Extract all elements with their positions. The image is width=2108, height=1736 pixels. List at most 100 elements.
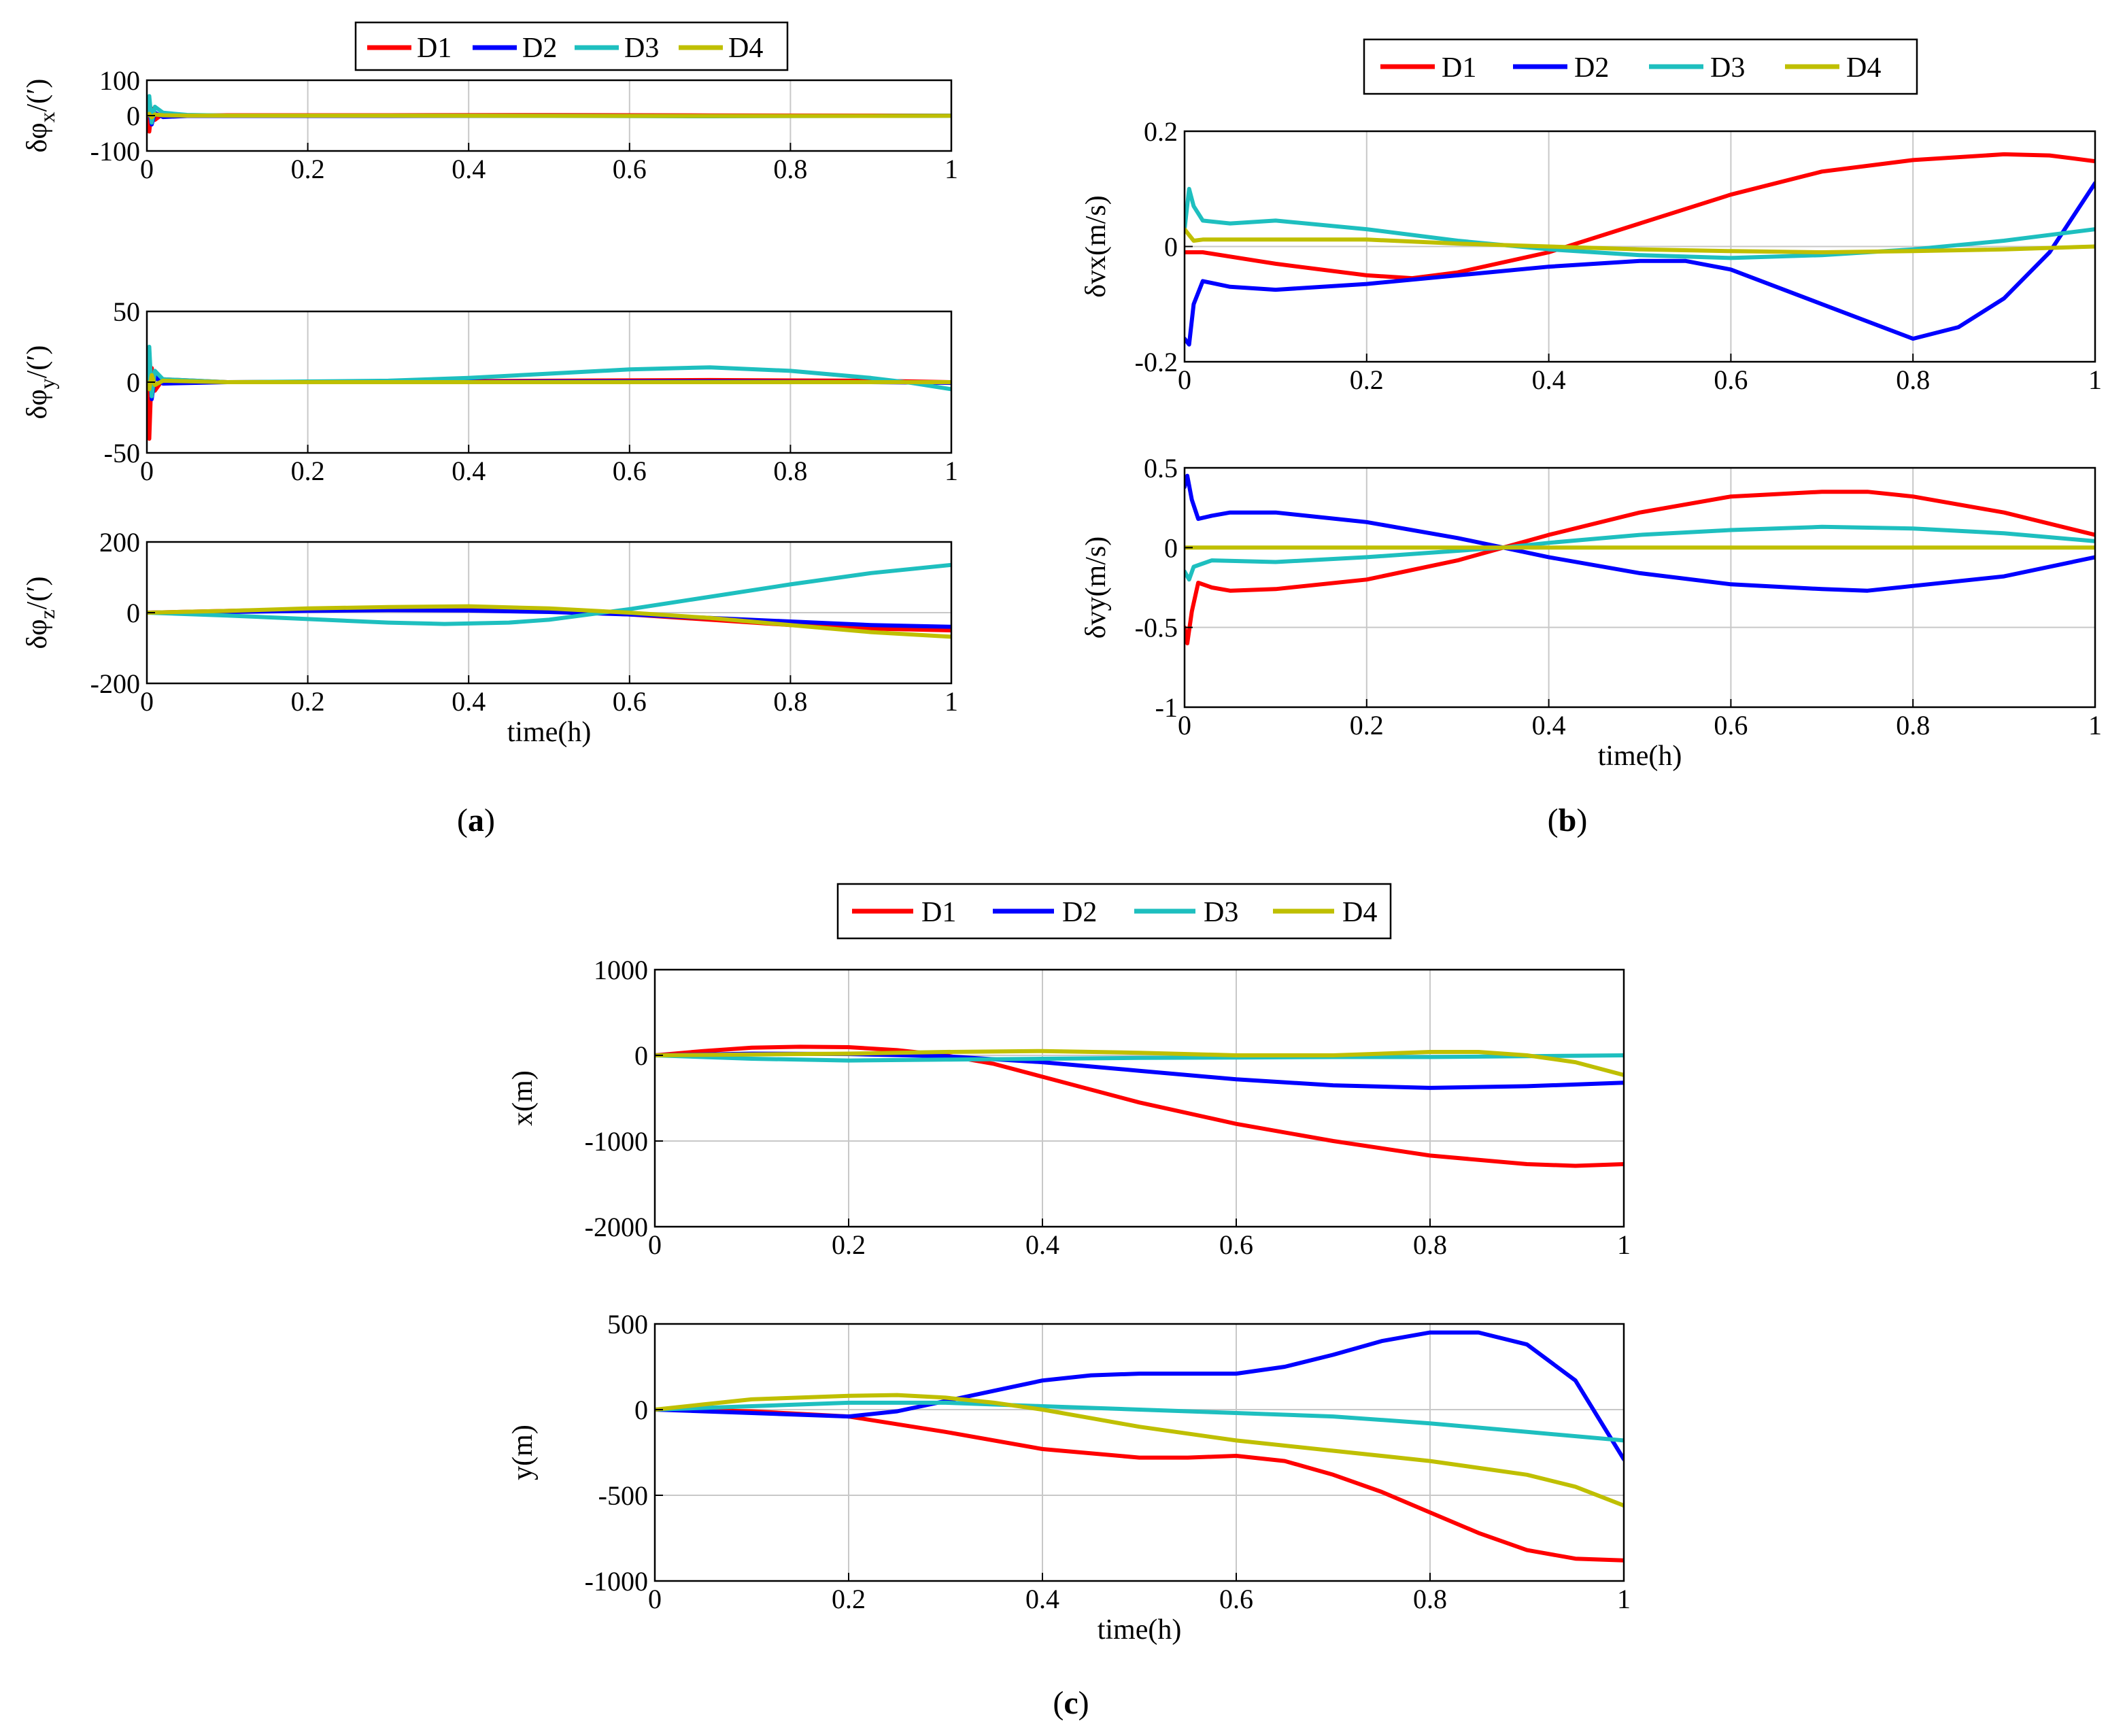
a2-xtick-label-4: 0.8 <box>773 456 807 486</box>
a2-xtick-label-5: 1 <box>945 456 958 486</box>
a1-ylabel: δφx/(′) <box>22 79 59 153</box>
b2-xtick-label-0: 0 <box>1178 710 1191 741</box>
a2-series-group <box>147 345 951 441</box>
c1-xtick-label-4: 0.8 <box>1413 1229 1447 1260</box>
a3-xtick-label-1: 0.2 <box>291 686 325 717</box>
b2-ytick-label-2: 0 <box>1164 532 1178 563</box>
b1-ytick-label-2: 0.2 <box>1144 116 1178 147</box>
c1-xtick-label-2: 0.4 <box>1025 1229 1059 1260</box>
a3-ytick-label-1: 0 <box>126 598 140 628</box>
caption-a: (a) <box>457 802 495 838</box>
a2-xtick-label-2: 0.4 <box>452 456 486 486</box>
a3-xtick-label-4: 0.8 <box>773 686 807 717</box>
legend-a-label-d4: D4 <box>728 33 763 64</box>
a2-series-d4 <box>147 373 951 392</box>
c1-xtick-label-1: 0.2 <box>832 1229 866 1260</box>
a1-xtick-label-3: 0.6 <box>613 154 647 184</box>
b1-xtick-label-5: 1 <box>2088 364 2102 395</box>
a3-series-group <box>147 562 951 639</box>
b1-ytick-label-1: 0 <box>1164 232 1178 262</box>
a1-xtick-label-5: 1 <box>945 154 958 184</box>
a3-series-d4 <box>147 604 951 639</box>
legend-a-label-d3: D3 <box>624 33 659 64</box>
a3-xlabel: time(h) <box>507 717 592 748</box>
legend-a: D1 D2 D3 D4 <box>354 21 789 71</box>
b1-xtick-label-4: 0.8 <box>1896 364 1930 395</box>
legend-b-label-d4: D4 <box>1846 52 1881 84</box>
c2-series-d4 <box>655 1393 1624 1508</box>
a2-xtick-label-3: 0.6 <box>613 456 647 486</box>
caption-c: (c) <box>1053 1685 1089 1721</box>
c2-ylabel: y(m) <box>507 1425 539 1480</box>
c2-xtick-label-4: 0.8 <box>1413 1584 1447 1614</box>
c2-xtick-label-5: 1 <box>1617 1584 1631 1614</box>
b1-series-d4 <box>1185 227 2095 254</box>
a1-ytick-label-1: 0 <box>126 101 140 131</box>
b1-xtick-label-3: 0.6 <box>1714 364 1748 395</box>
b1-xtick-label-1: 0.2 <box>1350 364 1384 395</box>
b2-ytick-label-3: 0.5 <box>1144 453 1178 483</box>
legend-b-label-d3: D3 <box>1710 52 1745 84</box>
legend-c-label-d1: D1 <box>921 897 956 928</box>
c1-series-d3 <box>655 1053 1624 1063</box>
c1-xtick-label-0: 0 <box>648 1229 662 1260</box>
c1-axes-frame <box>653 968 1625 1228</box>
a3-xtick-label-5: 1 <box>945 686 958 717</box>
a3-xtick-label-0: 0 <box>140 686 154 717</box>
a2-ytick-label-1: 0 <box>126 367 140 398</box>
a3-ytick-label-2: 200 <box>99 527 140 558</box>
c2-xtick-label-1: 0.2 <box>832 1584 866 1614</box>
b2-xtick-label-4: 0.8 <box>1896 710 1930 741</box>
c1-ytick-label-0: -2000 <box>585 1212 648 1242</box>
c2-axes-frame <box>653 1323 1625 1582</box>
c1-ylabel: x(m) <box>507 1070 539 1126</box>
a3-xtick-label-2: 0.4 <box>452 686 486 717</box>
b1-ytick-label-0: -0.2 <box>1135 347 1178 377</box>
a1-xtick-label-1: 0.2 <box>291 154 325 184</box>
a1-xtick-label-4: 0.8 <box>773 154 807 184</box>
b1-xtick-label-2: 0.4 <box>1532 364 1566 395</box>
c1-xtick-label-5: 1 <box>1617 1229 1631 1260</box>
a3-series-d3 <box>147 562 951 626</box>
c2-series-group <box>655 1330 1624 1563</box>
a2-ytick-label-0: -50 <box>104 438 140 469</box>
a1-xtick-label-0: 0 <box>140 154 154 184</box>
axes-b2-delta-vy: 0 0.2 0.4 0.6 0.8 1 -1 -0.5 0 0.5 δvy(m/s) time(h) <box>1081 453 2102 772</box>
b1-series-group <box>1185 152 2095 347</box>
c1-plot-area <box>655 970 1624 1227</box>
a1-xtick-label-2: 0.4 <box>452 154 486 184</box>
b1-series-d2 <box>1185 181 2095 347</box>
legend-b-label-d1: D1 <box>1442 52 1476 84</box>
c2-series-d3 <box>655 1400 1624 1443</box>
b2-ytick-label-1: -0.5 <box>1135 613 1178 643</box>
a1-ytick-label-2: 100 <box>99 65 140 96</box>
c2-plot-area <box>655 1324 1624 1581</box>
c1-series-d1 <box>655 1044 1624 1168</box>
c2-xtick-label-3: 0.6 <box>1219 1584 1253 1614</box>
c2-ytick-label-2: 0 <box>634 1395 648 1425</box>
c2-ytick-label-1: -500 <box>598 1480 648 1511</box>
a3-ylabel: δφz/(′) <box>22 576 59 649</box>
a2-ytick-label-2: 50 <box>113 296 140 327</box>
c1-ytick-label-3: 1000 <box>594 955 648 985</box>
c1-ytick-label-2: 0 <box>634 1040 648 1071</box>
b2-ylabel: δvy(m/s) <box>1081 537 1112 639</box>
legend-c-label-d2: D2 <box>1062 897 1097 928</box>
b2-axes-frame <box>1183 466 2096 709</box>
a2-xtick-label-0: 0 <box>140 456 154 486</box>
b2-xlabel: time(h) <box>1598 741 1682 772</box>
b2-xtick-label-3: 0.6 <box>1714 710 1748 741</box>
b2-plot-area <box>1185 468 2095 707</box>
c2-ytick-label-0: -1000 <box>585 1566 648 1597</box>
c1-series-d4 <box>655 1049 1624 1077</box>
b2-ytick-label-0: -1 <box>1155 692 1178 723</box>
a3-xtick-label-3: 0.6 <box>613 686 647 717</box>
b1-ylabel: δvx(m/s) <box>1081 195 1112 297</box>
c2-xlabel: time(h) <box>1098 1614 1182 1646</box>
axes-c1-x-position: 0 0.2 0.4 0.6 0.8 1 -2000 -1000 0 1000 x(m) <box>507 955 1631 1260</box>
b2-xtick-label-2: 0.4 <box>1532 710 1566 741</box>
